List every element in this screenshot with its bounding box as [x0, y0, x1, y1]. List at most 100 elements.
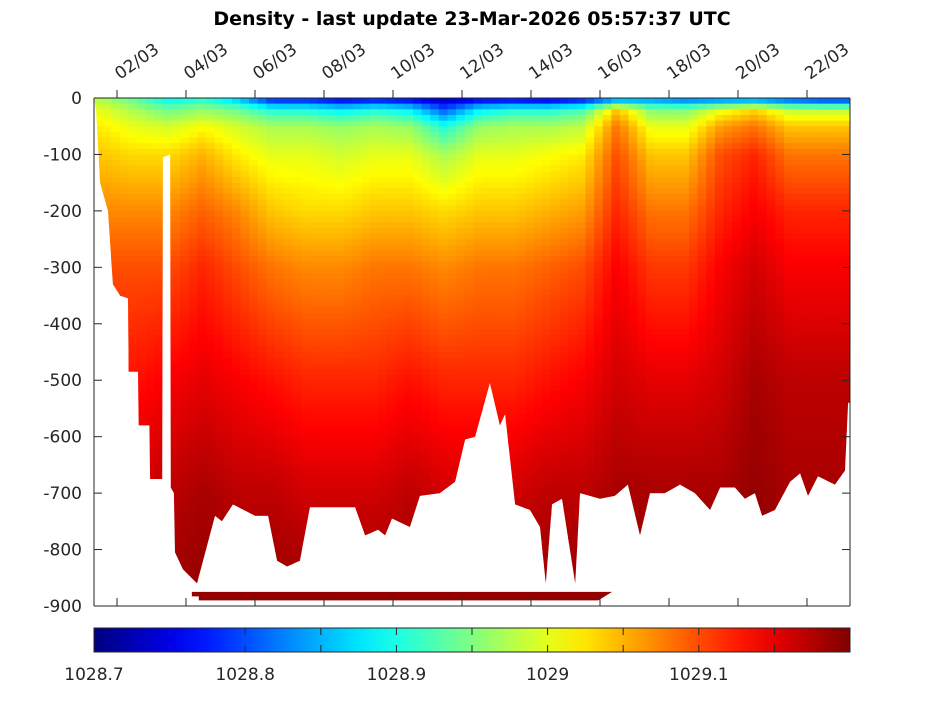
heatmap-cell — [551, 301, 561, 308]
heatmap-cell — [172, 589, 181, 595]
heatmap-cell — [102, 577, 112, 584]
heatmap-cell — [456, 397, 466, 404]
heatmap-cell — [464, 566, 474, 573]
heatmap-cell — [395, 335, 405, 342]
heatmap-cell — [111, 532, 121, 539]
heatmap-cell — [421, 543, 431, 551]
heatmap-cell — [326, 510, 336, 517]
heatmap-cell — [197, 126, 207, 133]
heatmap-cell — [482, 318, 492, 325]
heatmap-cell — [525, 498, 535, 505]
heatmap-cell — [197, 493, 207, 500]
heatmap-cell — [447, 368, 457, 376]
heatmap-cell — [413, 402, 423, 410]
heatmap-cell — [430, 306, 440, 314]
heatmap-cell — [309, 289, 319, 297]
heatmap-cell — [344, 481, 354, 489]
heatmap-cell — [197, 301, 207, 308]
heatmap-cell — [438, 222, 449, 229]
heatmap-cell — [551, 199, 561, 206]
heatmap-cell — [249, 442, 259, 449]
heatmap-cell — [387, 137, 397, 144]
heatmap-cell — [447, 543, 457, 551]
heatmap-cell — [559, 131, 569, 139]
heatmap-cell — [145, 532, 155, 539]
heatmap-cell — [223, 261, 233, 268]
heatmap-cell — [137, 363, 147, 370]
heatmap-cell — [378, 126, 388, 133]
heatmap-cell — [119, 453, 129, 460]
heatmap-cell — [542, 363, 552, 370]
heatmap-cell — [490, 504, 500, 511]
heatmap-cell — [292, 120, 302, 127]
heatmap-cell — [464, 391, 474, 398]
heatmap-cell — [499, 278, 509, 285]
heatmap-cell — [309, 171, 319, 178]
heatmap-cell — [413, 515, 423, 522]
heatmap-cell — [137, 549, 147, 556]
heatmap-cell — [560, 583, 569, 589]
heatmap-cell — [516, 447, 526, 455]
heatmap-cell — [188, 98, 198, 105]
heatmap-cell — [421, 414, 431, 421]
heatmap-cell — [369, 301, 380, 308]
heatmap-cell — [344, 227, 354, 235]
heatmap-cell — [404, 363, 414, 370]
heatmap-cell — [145, 549, 155, 556]
heatmap-cell — [490, 549, 500, 556]
heatmap-cell — [223, 532, 233, 539]
heatmap-cell — [430, 205, 440, 212]
heatmap-cell — [266, 171, 276, 178]
heatmap-cell — [447, 397, 457, 404]
heatmap-cell — [318, 464, 328, 472]
heatmap-cell — [188, 301, 198, 308]
heatmap-cell — [240, 114, 250, 122]
heatmap-cell — [257, 447, 267, 455]
heatmap-cell — [421, 98, 431, 105]
heatmap-cell — [464, 177, 474, 184]
heatmap-cell — [361, 295, 371, 302]
heatmap-cell — [231, 391, 242, 398]
heatmap-cell — [137, 329, 147, 336]
heatmap-cell — [499, 340, 509, 347]
heatmap-cell — [369, 481, 380, 489]
heatmap-cell — [430, 126, 440, 133]
heatmap-cell — [559, 256, 569, 263]
heatmap-cell — [111, 368, 121, 376]
heatmap-cell — [283, 374, 293, 381]
heatmap-cell — [223, 436, 233, 443]
heatmap-cell — [119, 216, 129, 223]
heatmap-cell — [275, 340, 285, 347]
heatmap-cell — [430, 487, 440, 494]
heatmap-cell — [240, 566, 250, 573]
heatmap-cell — [111, 177, 121, 184]
heatmap-cell — [404, 549, 414, 556]
heatmap-cell — [456, 583, 465, 589]
heatmap-cell — [249, 380, 259, 387]
heatmap-cell — [491, 583, 500, 589]
heatmap-cell — [249, 193, 259, 201]
heatmap-cell — [180, 583, 189, 589]
heatmap-cell — [447, 312, 457, 319]
heatmap-cell — [180, 555, 190, 562]
heatmap-cell — [257, 572, 267, 579]
heatmap-cell — [525, 120, 535, 127]
heatmap-cell — [111, 414, 121, 421]
heatmap-cell — [111, 278, 121, 285]
heatmap-cell — [231, 515, 242, 522]
heatmap-cell — [154, 143, 164, 150]
heatmap-cell — [387, 510, 397, 517]
heatmap-cell — [128, 357, 138, 364]
heatmap-cell — [404, 515, 414, 522]
heatmap-cell — [482, 577, 492, 584]
heatmap-cell — [387, 532, 397, 539]
heatmap-cell — [231, 143, 242, 150]
heatmap-cell — [551, 205, 561, 212]
heatmap-cell — [300, 120, 311, 127]
heatmap-cell — [283, 363, 293, 370]
heatmap-cell — [335, 363, 345, 370]
heatmap-cell — [542, 425, 552, 432]
heatmap-cell — [188, 368, 198, 376]
heatmap-cell — [266, 481, 276, 489]
heatmap-cell — [352, 284, 362, 291]
